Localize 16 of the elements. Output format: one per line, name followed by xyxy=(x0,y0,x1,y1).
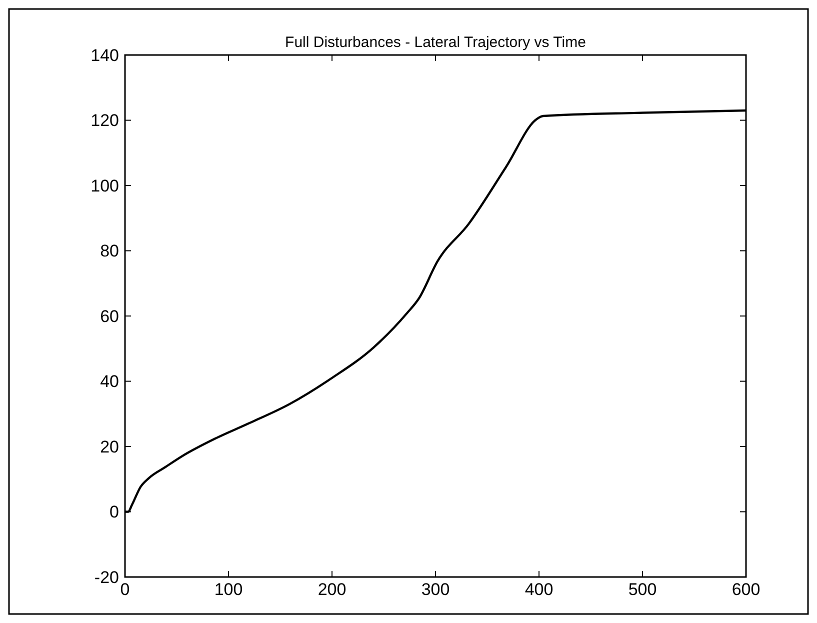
x-tick-label: 100 xyxy=(214,580,243,599)
y-tick-label: 40 xyxy=(100,372,119,392)
y-tick-label: 0 xyxy=(110,502,119,522)
y-tick-label: 140 xyxy=(90,46,119,65)
y-tick-label: -20 xyxy=(94,568,119,587)
x-tick-label: 500 xyxy=(628,580,657,599)
y-tick-label: 120 xyxy=(90,111,119,130)
x-tick-label: 600 xyxy=(732,580,760,599)
y-tick-label: 100 xyxy=(90,176,119,196)
chart-title: Full Disturbances - Lateral Trajectory vs Time xyxy=(285,34,586,51)
x-tick-label: 400 xyxy=(524,580,554,599)
x-tick-label: 300 xyxy=(421,580,450,599)
y-tick-label: 60 xyxy=(100,306,119,326)
y-tick-label: 80 xyxy=(100,242,119,261)
y-tick-label: 20 xyxy=(100,437,119,456)
x-tick-label: 200 xyxy=(318,580,346,599)
